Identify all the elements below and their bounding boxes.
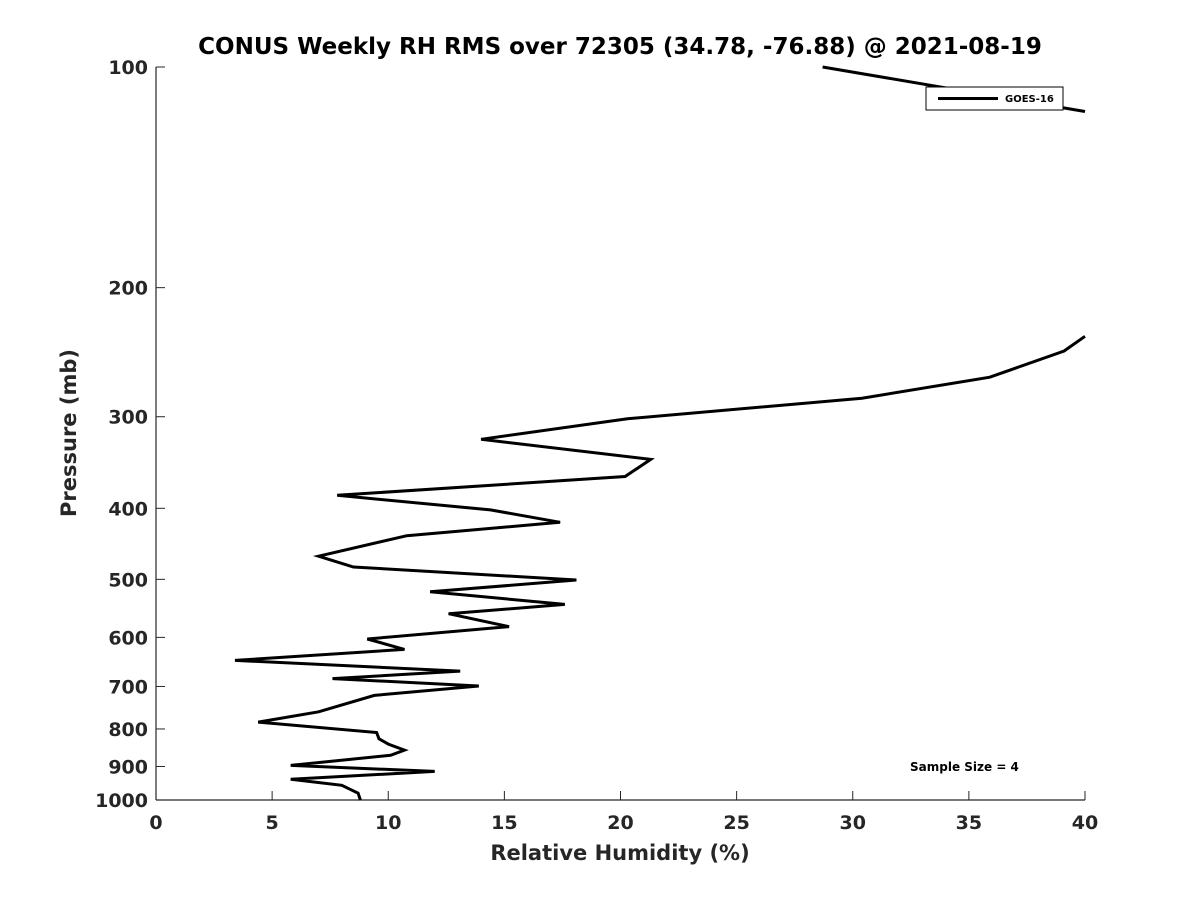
- x-tick-label: 40: [1072, 812, 1098, 834]
- x-tick-label: 20: [607, 812, 633, 834]
- y-tick-label: 1000: [95, 790, 148, 812]
- x-axis-label: Relative Humidity (%): [490, 841, 749, 865]
- x-tick-label: 0: [149, 812, 162, 834]
- y-tick-label: 400: [108, 498, 148, 520]
- y-ticks: 100 200 300 400 500 600 700 800 900 1000: [95, 57, 165, 812]
- y-tick-label: 300: [108, 407, 148, 429]
- series-line-goes-16-segment-2: [234, 335, 1086, 801]
- y-tick-label: 100: [108, 57, 148, 79]
- y-tick-label: 600: [108, 627, 148, 649]
- y-tick-label: 700: [108, 676, 148, 698]
- axes: [155, 67, 1085, 801]
- legend: GOES-16: [925, 86, 1064, 111]
- legend-label: GOES-16: [1005, 94, 1054, 105]
- y-tick-label: 900: [108, 756, 148, 778]
- x-tick-label: 15: [491, 812, 517, 834]
- y-axis-label: Pressure (mb): [57, 349, 81, 517]
- x-tick-label: 5: [266, 812, 279, 834]
- series-layer: [234, 65, 1086, 801]
- y-tick-label: 500: [108, 569, 148, 591]
- sample-size-annotation: Sample Size = 4: [910, 760, 1019, 774]
- x-tick-label: 30: [840, 812, 866, 834]
- x-tick-label: 35: [956, 812, 982, 834]
- chart-title: CONUS Weekly RH RMS over 72305 (34.78, -…: [198, 34, 1042, 60]
- x-ticks: 0 5 10 15 20 25 30 35 40: [149, 791, 1098, 834]
- y-tick-label: 200: [108, 278, 148, 300]
- y-tick-label: 800: [108, 719, 148, 741]
- x-tick-label: 25: [723, 812, 749, 834]
- x-tick-label: 10: [375, 812, 401, 834]
